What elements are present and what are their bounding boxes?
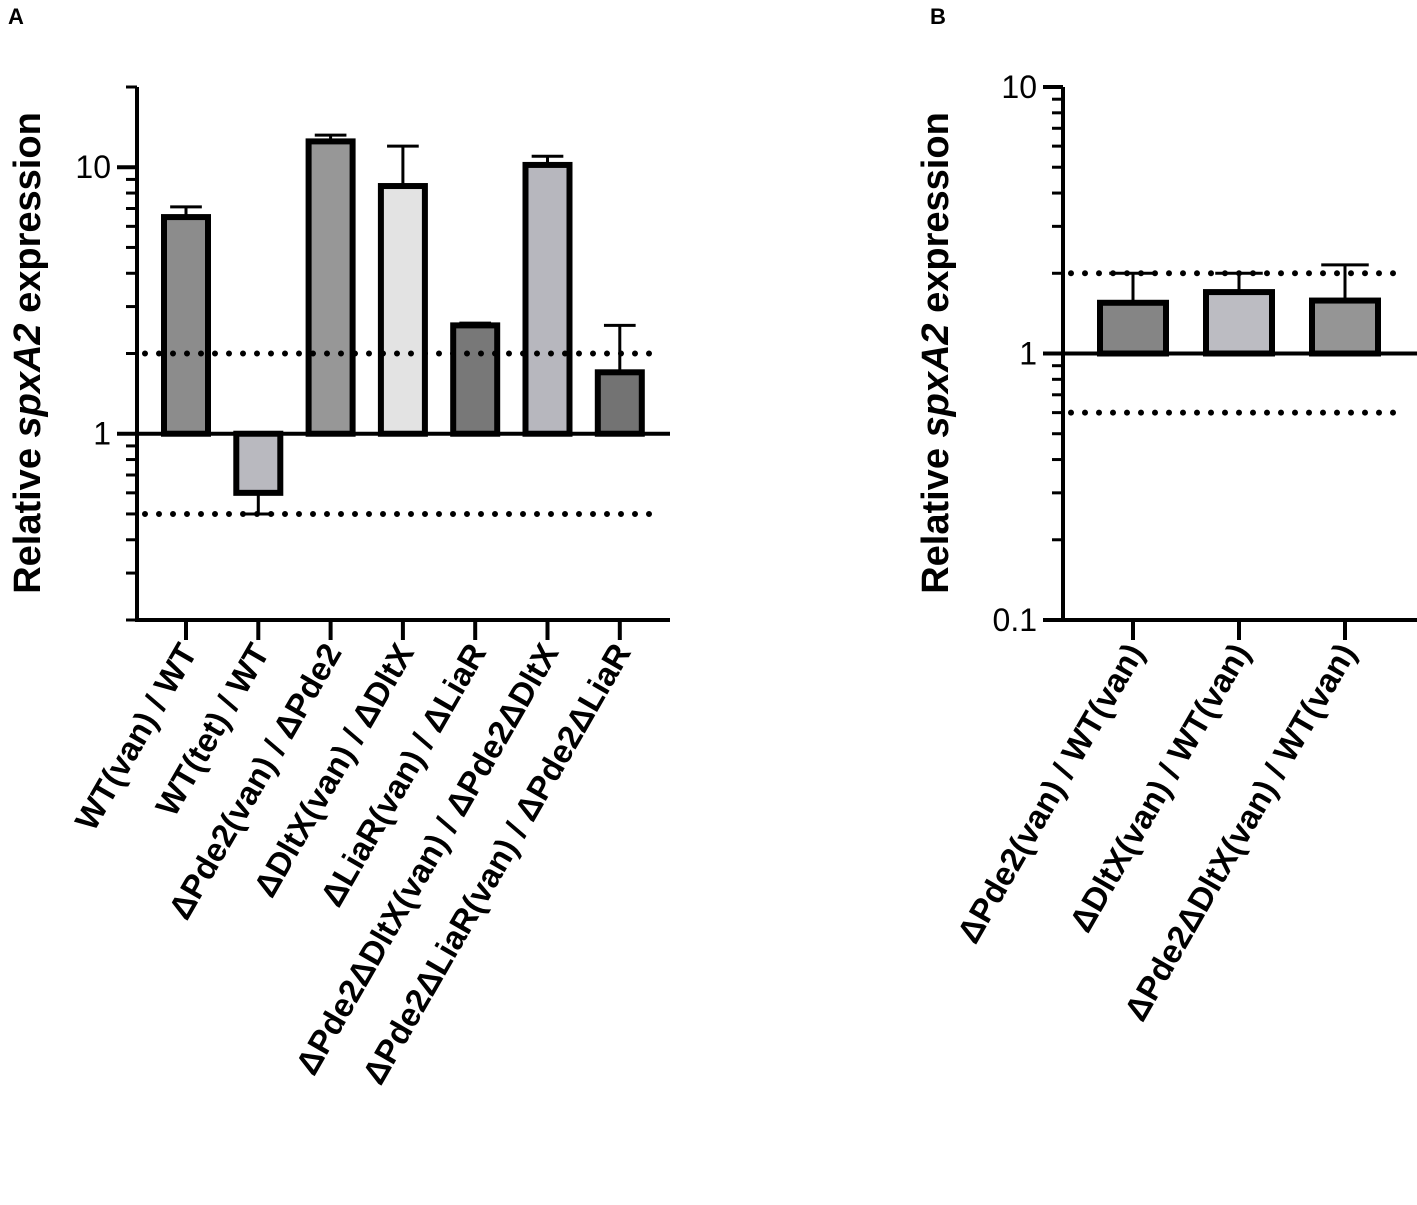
panel-b-bar	[1309, 297, 1381, 357]
panel-b-letter: B	[930, 4, 946, 29]
panel-b-y-tick-label: 0.1	[993, 602, 1037, 638]
panel-a-bar	[305, 138, 356, 437]
panel-b-bar	[1097, 299, 1169, 357]
panel-b-y-axis-title-part: Relative	[915, 437, 957, 593]
panel-a-bar	[450, 322, 501, 437]
panel-b-y-axis-title-part: spxA2	[915, 323, 957, 437]
panel-a-bar	[233, 430, 284, 496]
panel-a-y-axis-title: Relative spxA2 expression	[7, 112, 49, 594]
panel-a-y-axis-title-part: Relative	[7, 437, 49, 593]
panel-a-y-axis-title-part: expression	[7, 112, 49, 323]
panel-a-bar	[377, 183, 428, 437]
panel-b-category-label: ΔPde2(van) / WT(van)	[949, 637, 1151, 949]
panel-b-y-tick-label: 1	[1019, 336, 1037, 372]
panel-a-bar	[594, 369, 645, 437]
panel-b-y-axis-title: Relative spxA2 expression	[915, 112, 957, 594]
panel-b: B 0.1 1 10 Relative spxA2 expression ΔPde2(v…	[915, 4, 1417, 1027]
panel-b-bar	[1203, 289, 1275, 357]
panel-b-y-axis-title-part: expression	[915, 112, 957, 323]
panel-a-y-tick-label: 1	[93, 416, 111, 452]
panel-a-bar	[161, 214, 211, 437]
panel-b-y-tick-label: 10	[1001, 69, 1037, 105]
panel-a-letter: A	[8, 4, 24, 29]
panel-a-y-tick-label: 10	[75, 149, 111, 185]
panel-a-bar	[522, 161, 573, 437]
panel-a-y-axis-title-part: spxA2	[7, 323, 49, 437]
panel-b-category-label: ΔDltX(van) / WT(van)	[1062, 637, 1257, 938]
